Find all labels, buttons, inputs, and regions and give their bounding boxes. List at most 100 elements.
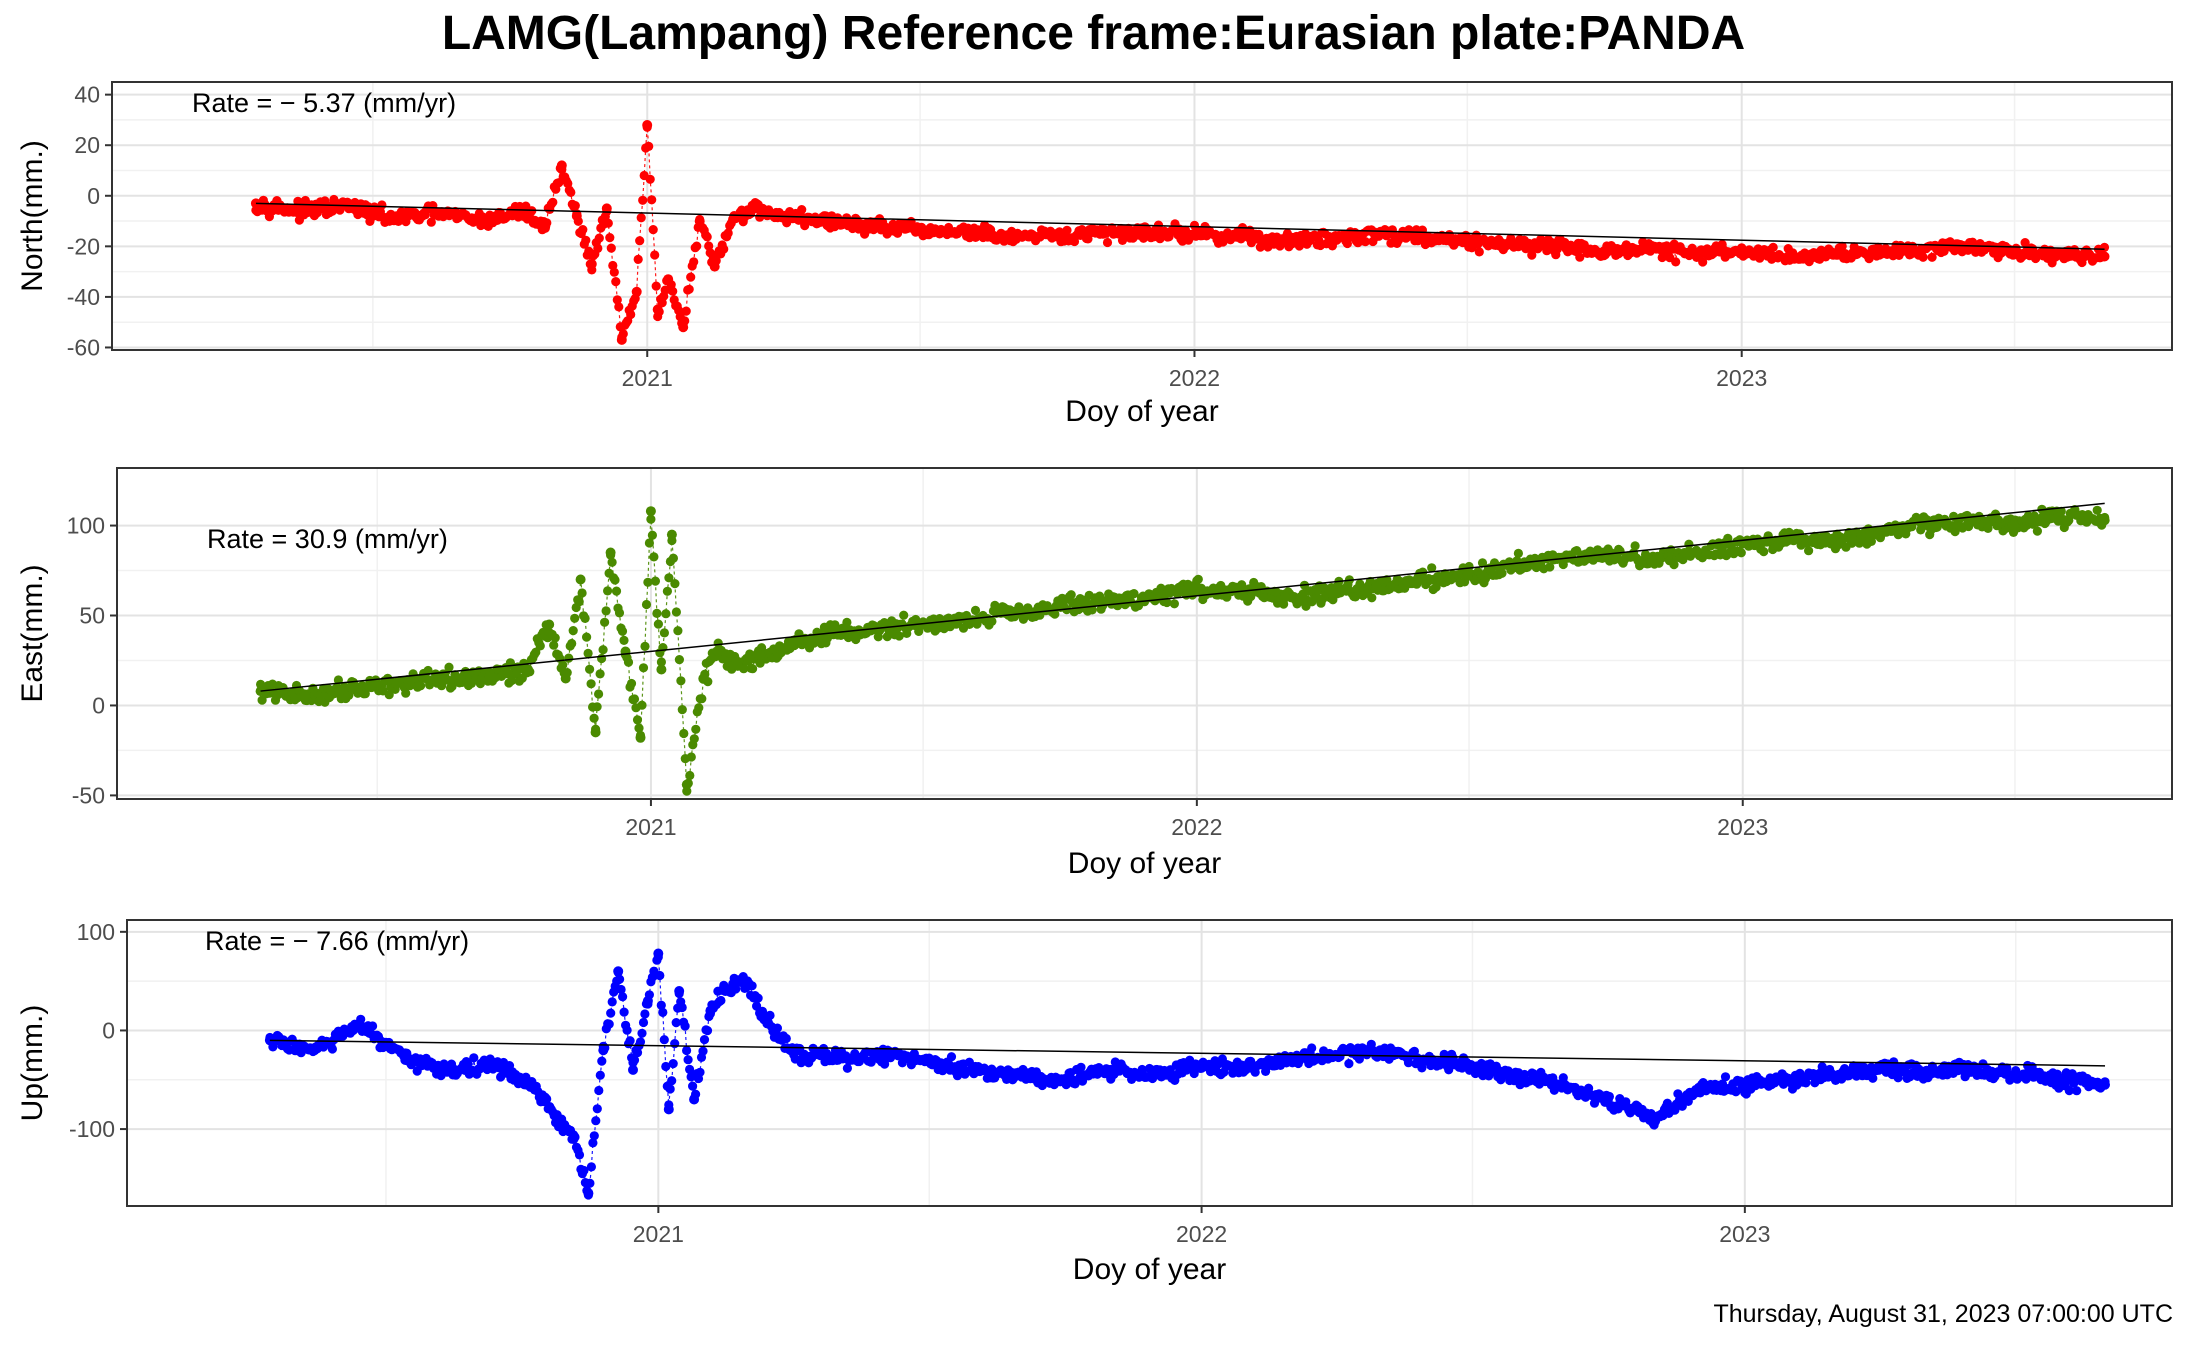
data-point (1367, 593, 1377, 603)
data-point (585, 1178, 595, 1188)
data-point (581, 235, 591, 245)
data-point (1150, 1069, 1161, 1080)
data-point (1873, 1064, 1884, 1075)
data-point (1825, 248, 1836, 259)
data-point (1964, 1062, 1975, 1073)
data-point (1462, 570, 1473, 581)
data-point (671, 1018, 681, 1028)
data-point (686, 752, 696, 762)
data-point (444, 662, 454, 672)
data-point (586, 259, 597, 269)
trend-line (255, 202, 2105, 250)
data-point (2064, 1086, 2074, 1096)
data-point (1050, 609, 1060, 619)
data-point (667, 1076, 677, 1086)
data-point (731, 984, 741, 994)
data-point (606, 1008, 616, 1018)
data-point (384, 690, 394, 700)
data-point (1759, 547, 1769, 557)
data-point (1344, 1059, 1354, 1069)
data-point (1866, 536, 1876, 547)
data-point (647, 195, 657, 205)
data-point (635, 236, 645, 246)
data-point (1983, 523, 1993, 534)
data-point (1059, 1074, 1070, 1085)
data-point (1872, 529, 1883, 540)
data-point (579, 1165, 589, 1176)
data-point (1669, 560, 1679, 570)
data-point (463, 1059, 473, 1069)
series-points (255, 504, 2110, 796)
data-point (622, 1025, 632, 1035)
data-point (668, 286, 678, 296)
data-point (650, 250, 660, 260)
data-point (570, 201, 580, 211)
data-point (346, 682, 357, 693)
data-point (698, 1046, 708, 1056)
data-point (611, 277, 621, 287)
data-point (635, 1037, 646, 1047)
data-point (688, 1081, 698, 1091)
data-point (1507, 238, 1518, 249)
data-point (1051, 231, 1062, 242)
data-point (1371, 581, 1382, 592)
data-point (1691, 547, 1702, 558)
data-point (1015, 1069, 1025, 1080)
plot-border (116, 467, 2173, 800)
data-point (560, 673, 571, 684)
data-point (1162, 597, 1172, 608)
data-point (1189, 228, 1200, 239)
y-tick-label: 0 (102, 1017, 115, 1043)
data-point (755, 650, 766, 661)
data-point (645, 506, 656, 517)
data-point (685, 1064, 695, 1074)
data-point (694, 216, 705, 227)
data-point (1105, 1064, 1116, 1075)
plot-background (117, 468, 2172, 799)
data-point (762, 1015, 772, 1026)
data-point (629, 1055, 640, 1065)
data-point (673, 626, 683, 636)
data-point (1783, 251, 1794, 262)
page-title: LAMG(Lampang) Reference frame:Eurasian p… (441, 7, 1746, 60)
data-point (1237, 580, 1247, 590)
data-point (671, 607, 682, 617)
data-point (613, 966, 624, 977)
data-point (960, 226, 971, 237)
data-point (426, 217, 436, 227)
data-point (1427, 563, 1437, 573)
data-point (558, 660, 568, 670)
data-point (1871, 246, 1882, 257)
data-point (684, 284, 694, 294)
data-point (309, 1045, 320, 1056)
data-point (677, 705, 687, 715)
data-point (1786, 1074, 1796, 1085)
data-point (677, 1002, 687, 1013)
data-point (1649, 1114, 1660, 1125)
data-point (666, 529, 677, 540)
data-point (831, 1055, 842, 1065)
data-point (446, 1064, 457, 1075)
data-point (691, 724, 701, 734)
data-point (583, 648, 593, 659)
data-point (1645, 243, 1656, 254)
data-point (1768, 242, 1778, 252)
data-point (637, 700, 647, 710)
data-point (592, 702, 602, 712)
data-point (1477, 558, 1488, 568)
data-point (640, 1009, 650, 1019)
data-point (1466, 1060, 1476, 1070)
data-point (635, 732, 646, 743)
data-point (583, 1188, 594, 1199)
data-point (1375, 1045, 1386, 1056)
data-point (661, 1061, 671, 1072)
data-point (729, 211, 740, 221)
data-point (1690, 248, 1701, 259)
data-point (634, 723, 644, 733)
x-axis-title: Doy of year (1068, 847, 1221, 880)
data-point (680, 1021, 690, 1031)
data-point (1963, 517, 1974, 527)
data-point (629, 694, 640, 704)
data-point (822, 216, 833, 227)
data-point (597, 653, 607, 664)
